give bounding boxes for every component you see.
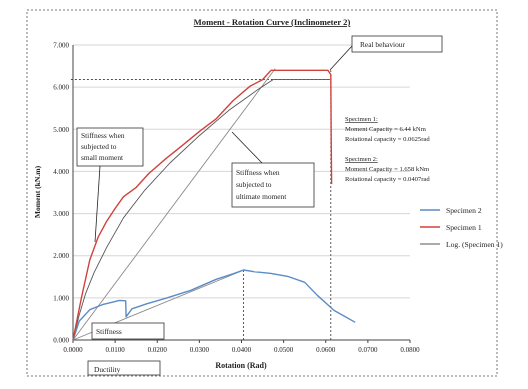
stiffness-ultimate-line-1: Stiffness when — [236, 168, 280, 177]
x-tick-label: 0.0300 — [190, 346, 210, 354]
stiffness-ultimate-line-2: subjected to — [236, 180, 272, 189]
stiffness-ultimate-callout: Stiffness when subjected to ultimate mom… — [231, 131, 315, 208]
chart-title: Moment - Rotation Curve (Inclinometer 2) — [194, 17, 351, 27]
stiffness-ultimate-line-3: ultimate moment — [236, 192, 287, 201]
y-tick-label: 5.000 — [53, 126, 69, 134]
y-axis-label: Moment (kN.m) — [33, 165, 42, 218]
stiffness-label: Stiffness — [96, 327, 122, 336]
y-tick-label: 4.000 — [53, 168, 69, 176]
ductility-box: Ductility — [87, 360, 161, 376]
x-tick-label: 0.0700 — [358, 346, 378, 354]
x-tick-label: 0.0600 — [316, 346, 336, 354]
x-tick-label: 0.0500 — [274, 346, 294, 354]
x-tick-labels: 0.0000 0.0100 0.0200 0.0300 0.0400 0.0500 0.06… — [63, 340, 420, 354]
x-tick-label: 0.0200 — [148, 346, 168, 354]
series-line-log-specimen-1 — [72, 79, 330, 341]
x-axis-label: Rotation (Rad) — [215, 361, 267, 370]
specimen-2-capacity: Specimen 2: Moment Capacity = 1.658 kNm … — [345, 156, 430, 183]
y-tick-label: 6.000 — [53, 84, 69, 92]
legend-label-log-specimen-1: Log. (Specimen 1) — [446, 240, 503, 249]
y-tick-label: 1.000 — [53, 294, 69, 302]
x-tick-label: 0.0000 — [63, 346, 83, 354]
specimen-2-heading: Specimen 2: — [345, 156, 378, 163]
specimen-1-rotation: Rotational capacity = 0.0625rad — [345, 136, 430, 143]
x-tick-label: 0.0400 — [232, 346, 252, 354]
data-series — [72, 69, 356, 341]
stiffness-small-arrow — [94, 165, 101, 243]
stiffness-reference-line — [72, 68, 276, 341]
legend: Specimen 2 Specimen 1 Log. (Specimen 1) — [420, 206, 503, 249]
stiffness-ultimate-arrow — [231, 131, 263, 164]
x-tick-label: 0.0100 — [106, 346, 126, 354]
specimen-2-moment: Moment Capacity = 1.658 kNm — [345, 166, 430, 173]
real-behaviour-callout: Real behaviour — [329, 35, 443, 71]
chart-frame — [26, 9, 498, 377]
specimen-1-capacity: Specimen 1: Moment Capacity = 6.44 kNm R… — [345, 116, 430, 143]
specimen-1-heading: Specimen 1: — [345, 116, 378, 123]
stiffness-small-line-2: subjected to — [81, 142, 117, 151]
specimen-2-rotation: Rotational capacity = 0.0407rad — [345, 176, 430, 183]
y-tick-label: 7.000 — [53, 42, 69, 50]
real-behaviour-arrow — [329, 45, 353, 71]
stiffness-box: Stiffness — [91, 322, 165, 340]
real-behaviour-label: Real behaviour — [360, 40, 405, 49]
series-line-specimen-1 — [72, 69, 333, 341]
legend-label-specimen-1: Specimen 1 — [446, 223, 482, 232]
legend-label-specimen-2: Specimen 2 — [446, 206, 482, 215]
y-tick-label: 2.000 — [53, 252, 69, 260]
x-tick-label: 0.0800 — [400, 346, 420, 354]
series-line-specimen-2 — [72, 269, 356, 341]
specimen-1-moment: Moment Capacity = 6.44 kNm — [345, 126, 427, 133]
y-tick-label: 0.000 — [53, 337, 69, 345]
stiffness-small-line-1: Stiffness when — [81, 131, 125, 140]
y-tick-label: 3.000 — [53, 210, 69, 218]
y-tick-labels: 0.000 1.000 2.000 3.000 4.000 5.000 6.000 7.000 — [53, 42, 69, 345]
stiffness-small-callout: Stiffness when subjected to small moment — [76, 127, 144, 243]
ductility-label: Ductility — [94, 365, 121, 374]
stiffness-small-line-3: small moment — [81, 153, 124, 162]
